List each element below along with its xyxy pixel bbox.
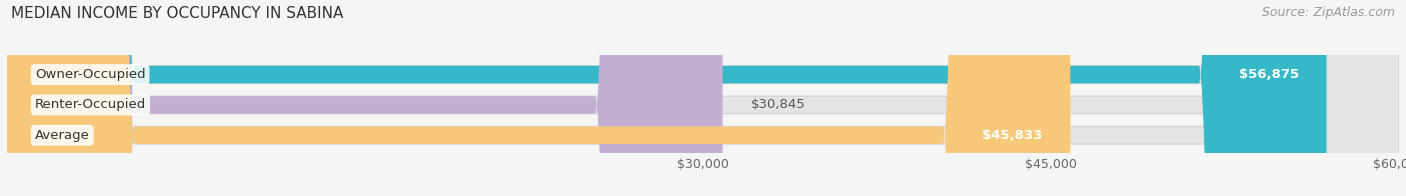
FancyBboxPatch shape bbox=[7, 0, 723, 196]
Text: $56,875: $56,875 bbox=[1239, 68, 1299, 81]
Text: Average: Average bbox=[35, 129, 90, 142]
Text: MEDIAN INCOME BY OCCUPANCY IN SABINA: MEDIAN INCOME BY OCCUPANCY IN SABINA bbox=[11, 6, 343, 21]
FancyBboxPatch shape bbox=[7, 0, 1399, 196]
Text: $30,845: $30,845 bbox=[751, 98, 806, 112]
Text: Source: ZipAtlas.com: Source: ZipAtlas.com bbox=[1261, 6, 1395, 19]
FancyBboxPatch shape bbox=[7, 0, 1399, 196]
Text: Renter-Occupied: Renter-Occupied bbox=[35, 98, 146, 112]
FancyBboxPatch shape bbox=[7, 0, 1399, 196]
FancyBboxPatch shape bbox=[7, 0, 1326, 196]
Text: $45,833: $45,833 bbox=[983, 129, 1042, 142]
FancyBboxPatch shape bbox=[7, 0, 1070, 196]
Text: Owner-Occupied: Owner-Occupied bbox=[35, 68, 145, 81]
